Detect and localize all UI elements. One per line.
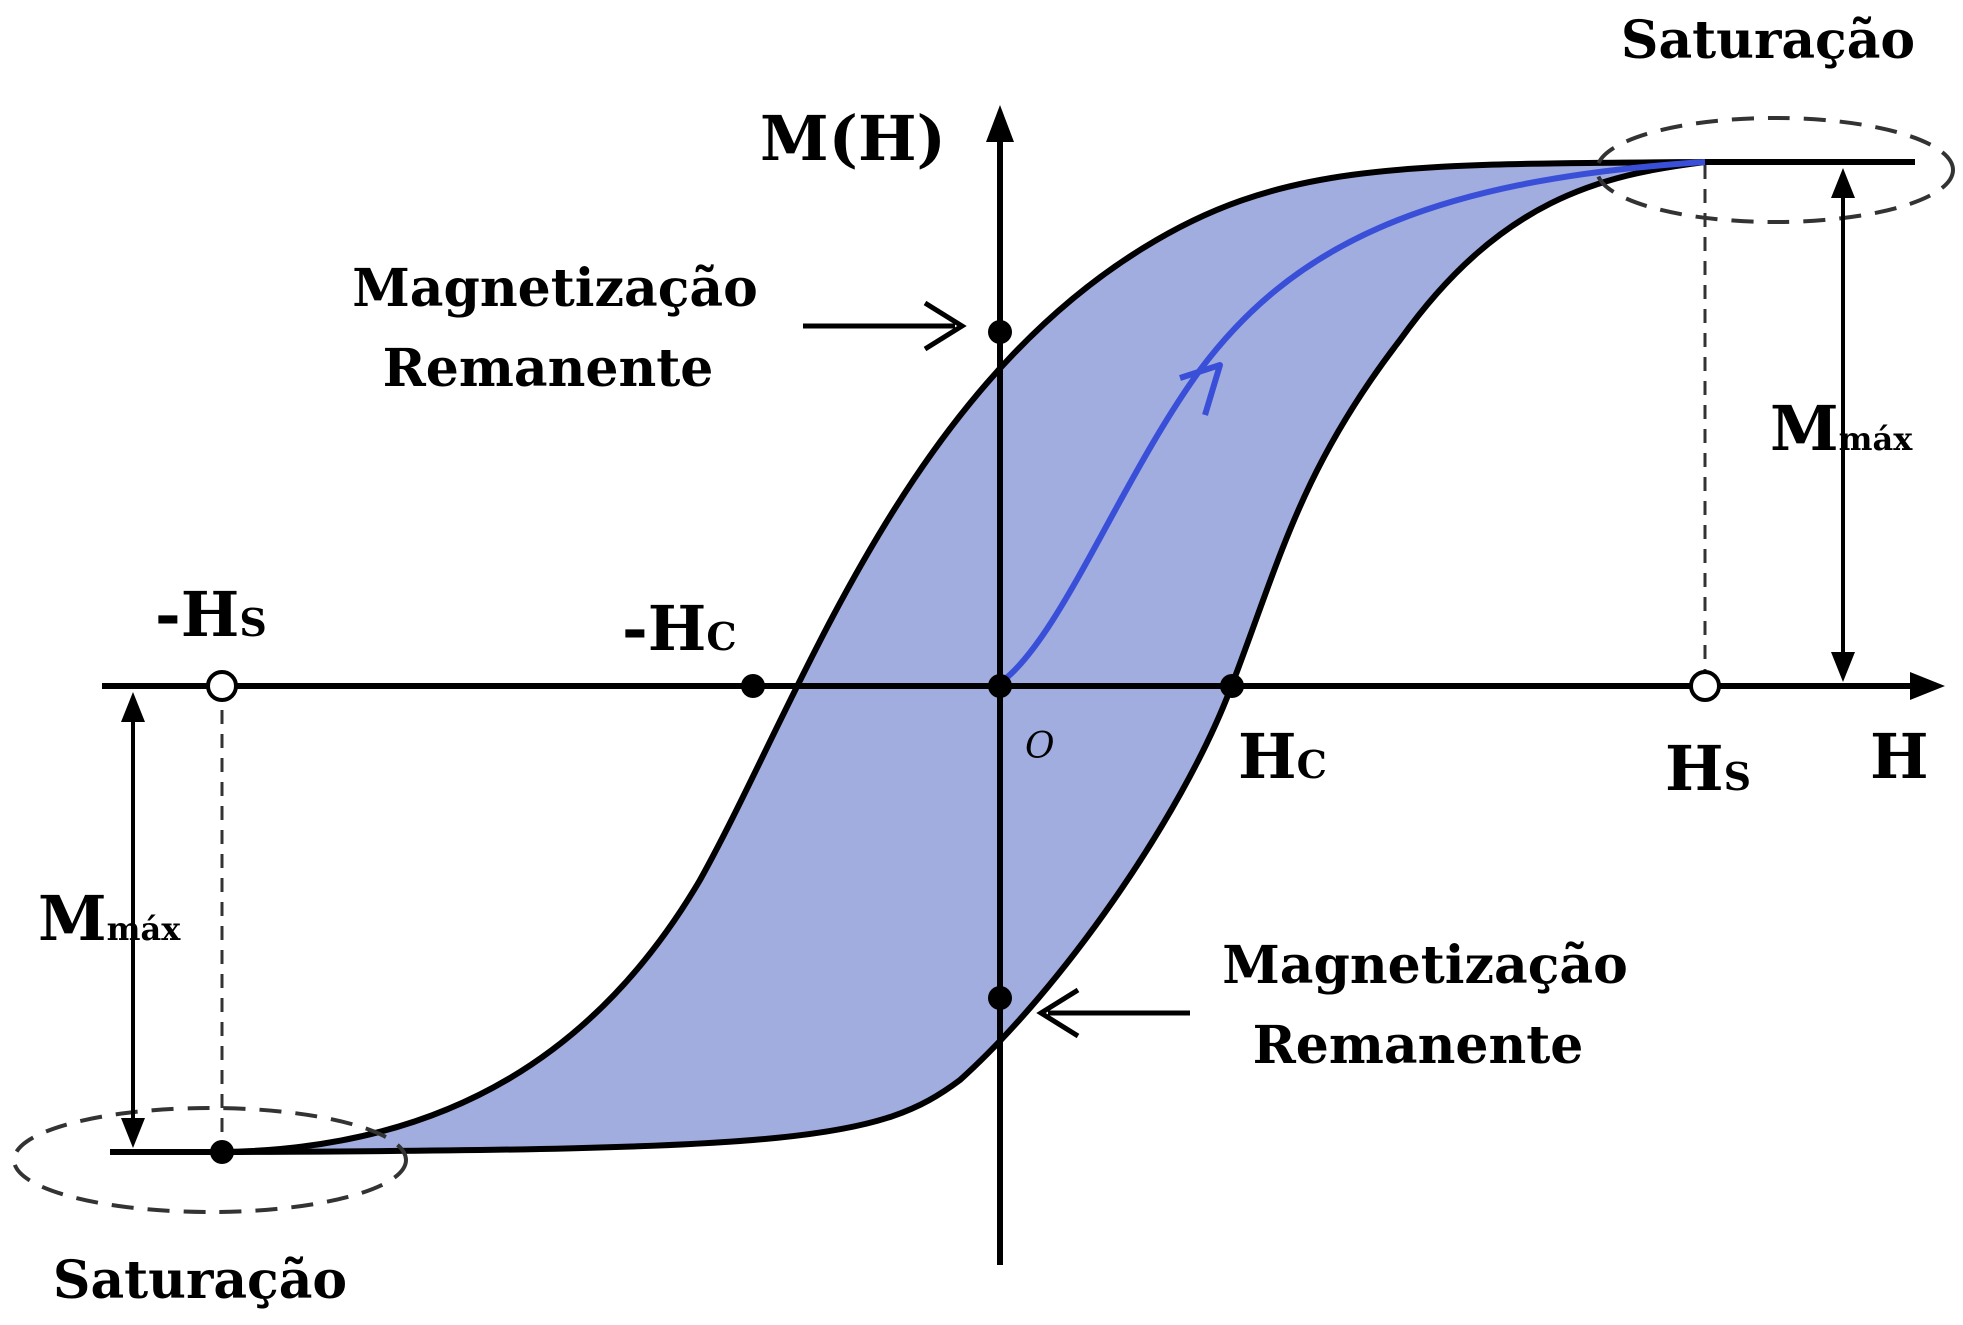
neg-hs-label-main: -H [155, 578, 239, 651]
point-neg-hc [741, 674, 765, 698]
neg-hs-label: -HS [155, 578, 267, 651]
hysteresis-loop-area [222, 162, 1705, 1152]
mmax-label-left: Mmáx [38, 882, 181, 955]
saturation-label-bottom: Saturação [53, 1250, 347, 1311]
point-hc [1220, 674, 1244, 698]
point-origin [988, 674, 1012, 698]
y-axis-label: M(H) [760, 102, 946, 175]
remanence-label-top-line1: Magnetização [352, 258, 758, 319]
remanence-arrow-bottom-head [1036, 987, 1080, 1039]
remanence-label-bottom-line2: Remanente [1253, 1015, 1584, 1076]
mmax-arrow-left-head-top [121, 692, 145, 722]
mmax-label-left-sub: máx [107, 910, 182, 948]
initial-magnetization-curve [998, 159, 1706, 686]
hs-label: HS [1665, 732, 1751, 805]
saturation-label-top: Saturação [1621, 10, 1915, 71]
x-axis-label: H [1870, 720, 1929, 793]
point-neg-saturation [210, 1140, 234, 1164]
mmax-label-right: Mmáx [1770, 392, 1913, 465]
hysteresis-upper-branch [221, 159, 1706, 1155]
point-remanence-bottom [988, 986, 1012, 1010]
saturation-ellipse-bottom [12, 1106, 408, 1214]
neg-hs-label-sub: S [239, 600, 266, 645]
neg-hc-label-sub: C [706, 614, 736, 659]
mmax-label-right-main: M [1770, 392, 1839, 465]
remanence-label-top-line2: Remanente [383, 338, 714, 399]
remanence-label-bottom-line1: Magnetização [1222, 935, 1628, 996]
mmax-arrow-right-head-bottom [1831, 652, 1855, 682]
hc-label-main: H [1238, 720, 1297, 793]
origin-label: O [1025, 726, 1055, 767]
initial-curve-arrowhead [1179, 362, 1223, 416]
mmax-arrow-left-head-bottom [121, 1118, 145, 1148]
saturation-ellipse-top [1595, 116, 1955, 224]
mmax-label-right-sub: máx [1839, 420, 1914, 458]
neg-hc-label-main: -H [622, 592, 706, 665]
hs-label-main: H [1665, 732, 1724, 805]
hc-label-sub: C [1297, 742, 1327, 787]
hysteresis-lower-branch [221, 159, 1706, 1155]
point-neg-hs [206, 670, 238, 702]
x-axis-arrowhead [1910, 672, 1945, 700]
mmax-label-left-main: M [38, 882, 107, 955]
remanence-arrow-top-head [923, 300, 967, 352]
point-hs [1689, 670, 1721, 702]
point-remanence-top [988, 320, 1012, 344]
hc-label: HC [1238, 720, 1327, 793]
hs-label-sub: S [1724, 754, 1751, 799]
neg-hc-label: -HC [622, 592, 737, 665]
y-axis-arrowhead [986, 105, 1014, 142]
mmax-arrow-right-head-top [1831, 168, 1855, 198]
